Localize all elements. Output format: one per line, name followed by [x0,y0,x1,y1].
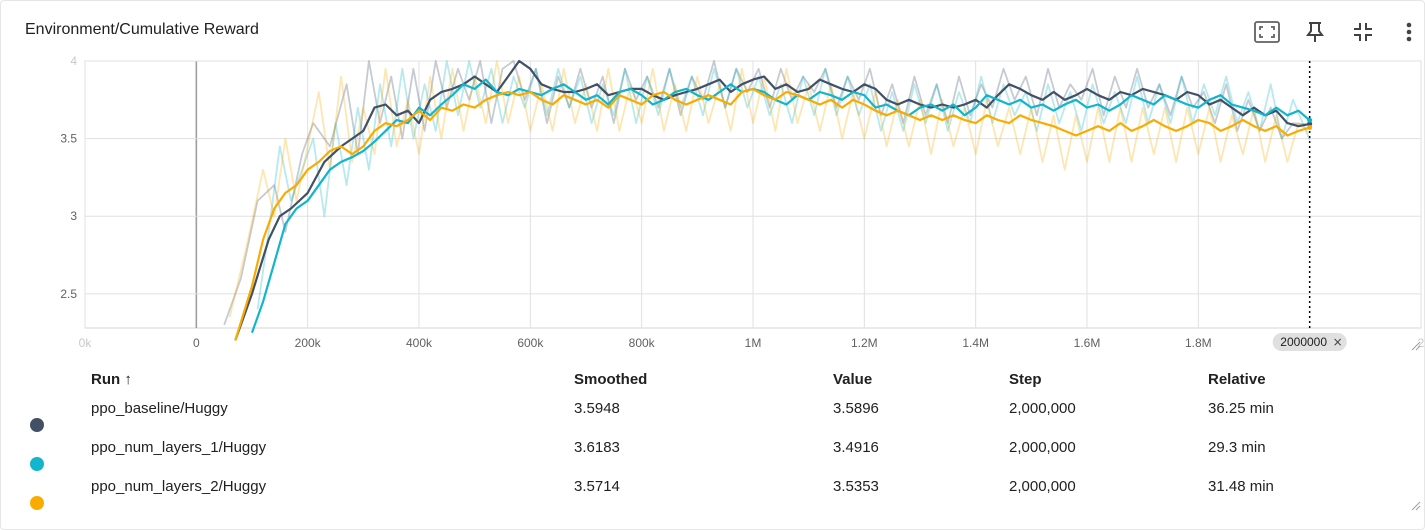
run-name: ppo_num_layers_1/Huggy [91,439,267,456]
x-tick-label: 1.4M [962,336,989,350]
col-header-smoothed[interactable]: Smoothed [574,371,648,388]
run-value: 3.4916 [833,439,879,456]
card-title: Environment/Cumulative Reward [25,21,259,38]
hover-step-chip[interactable] [1272,333,1347,351]
run-name: ppo_num_layers_2/Huggy [91,478,267,495]
hover-point [1307,117,1313,123]
hover-step-label: 2000000 [1280,335,1327,349]
resize-handle-icon[interactable] [1411,341,1421,351]
run-color-dot [30,457,44,471]
y-tick-label: 4 [70,56,77,68]
smoothed-series-line [250,78,1311,334]
resize-handle-icon[interactable] [1411,501,1421,511]
more-vert-icon [1406,22,1412,42]
x-tick-label: 0 [193,336,200,350]
collapse-button[interactable] [1348,17,1378,47]
axis-tick-labels: 0k 0 200k 400k 600k 800k 1M 1.2M 1.4M 1.6M 1.8M 2 2.… [60,56,1424,350]
x-tick-label: 200k [295,336,322,350]
smoothed-series-line [234,59,1310,341]
pin-icon [1306,22,1324,42]
pin-button[interactable] [1300,17,1330,47]
y-tick-label: 2.5 [60,287,77,301]
fit-to-screen-button[interactable] [1252,17,1282,47]
x-tick-label: 400k [406,336,433,350]
x-tick-label: 2 [1418,336,1425,350]
run-smoothed: 3.5714 [574,478,620,495]
col-header-run[interactable]: Run ↑ [91,371,132,388]
hover-marker: 2000000 × [1272,61,1347,351]
raw-series-line [228,60,1311,318]
hover-point [1307,121,1313,127]
run-step: 2,000,000 [1009,478,1076,495]
smoothed-series-line [234,87,1311,341]
y-tick-label: 3 [70,209,77,223]
x-tick-label: 1.8M [1185,336,1212,350]
more-button[interactable] [1394,17,1424,47]
collapse-icon [1354,23,1372,41]
close-icon[interactable]: × [1333,335,1343,349]
run-relative: 36.25 min [1208,400,1274,417]
smoothed-series-lines [234,59,1311,341]
x-tick-label: 0k [79,336,93,350]
y-tick-label: 3.5 [60,132,77,146]
fit-to-screen-icon [1254,21,1280,43]
run-name: ppo_baseline/Huggy [91,400,228,417]
x-tick-label: 1.6M [1074,336,1101,350]
chart-grid [84,60,1422,329]
run-table: Run ↑ Smoothed Value Step Relative ppo_b… [1,363,1425,523]
run-color-dot [30,418,44,432]
run-value: 3.5896 [833,400,879,417]
x-tick-label: 600k [517,336,544,350]
col-header-relative[interactable]: Relative [1208,371,1266,388]
raw-series-line [256,60,1311,310]
hover-point [1307,125,1313,131]
run-color-dot [30,496,44,510]
x-tick-label: 1M [745,336,762,350]
run-smoothed: 3.6183 [574,439,620,456]
run-relative: 29.3 min [1208,439,1266,456]
x-tick-label: 800k [629,336,656,350]
run-step: 2,000,000 [1009,439,1076,456]
run-value: 3.5353 [833,478,879,495]
line-chart[interactable]: 0k 0 200k 400k 600k 800k 1M 1.2M 1.4M 1.6M 1.8M 2 2.… [1,56,1425,356]
run-smoothed: 3.5948 [574,400,620,417]
run-relative: 31.48 min [1208,478,1274,495]
col-header-value[interactable]: Value [833,371,873,388]
x-tick-label: 1.2M [851,336,878,350]
run-step: 2,000,000 [1009,400,1076,417]
col-header-step[interactable]: Step [1009,371,1042,388]
